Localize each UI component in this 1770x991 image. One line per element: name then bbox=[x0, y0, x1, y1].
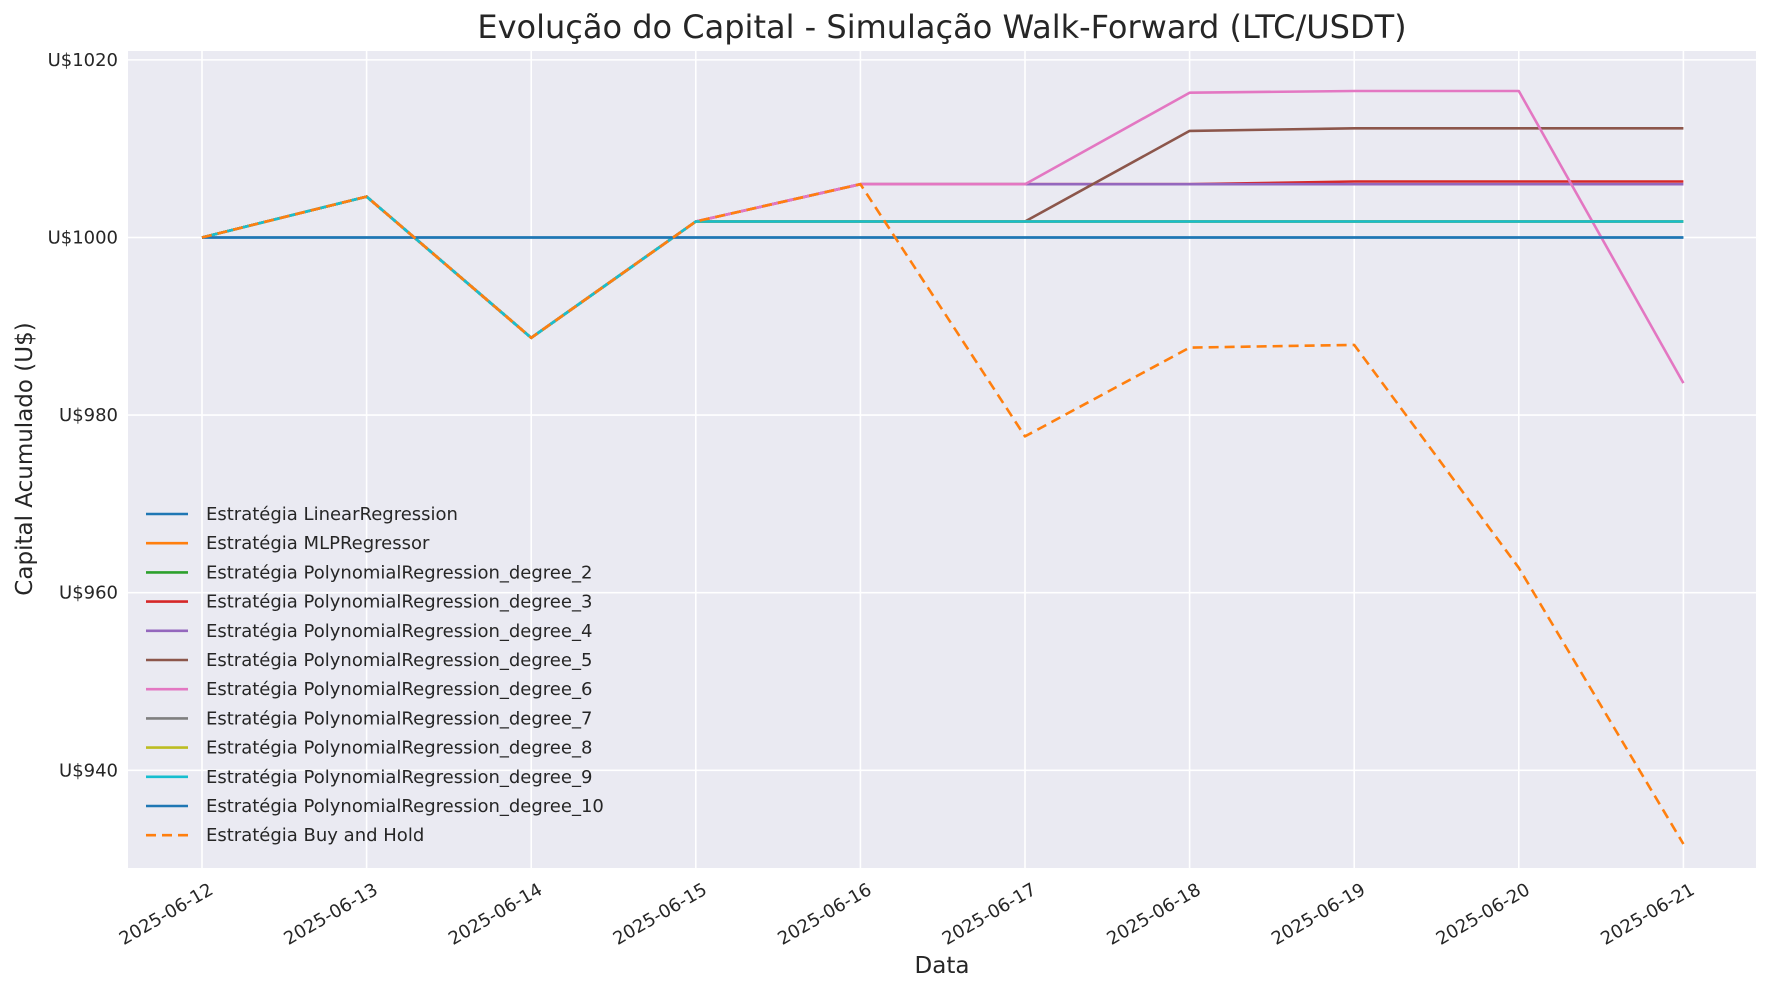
legend-label: Estratégia LinearRegression bbox=[206, 504, 458, 525]
x-tick-label: 2025-06-20 bbox=[1433, 879, 1534, 949]
x-tick-label: 2025-06-13 bbox=[280, 879, 381, 949]
legend-label: Estratégia PolynomialRegression_degree_5 bbox=[206, 650, 592, 671]
y-tick-label: U$1020 bbox=[48, 50, 118, 71]
x-axis-label: Data bbox=[915, 953, 970, 979]
legend-label: Estratégia PolynomialRegression_degree_1… bbox=[206, 796, 604, 817]
y-tick-label: U$980 bbox=[59, 405, 118, 426]
series-line-12 bbox=[201, 182, 1685, 845]
legend-label: Estratégia PolynomialRegression_degree_2 bbox=[206, 562, 592, 583]
x-tick-label: 2025-06-16 bbox=[774, 879, 875, 949]
plot-background bbox=[128, 51, 1756, 868]
legend-label: Estratégia PolynomialRegression_degree_4 bbox=[206, 621, 592, 642]
legend: Estratégia LinearRegression Estratégia ML… bbox=[146, 504, 604, 846]
series-layer bbox=[201, 89, 1685, 845]
x-tick-label: 2025-06-19 bbox=[1268, 879, 1369, 949]
x-tick-label: 2025-06-14 bbox=[445, 879, 546, 949]
y-axis: U$940 U$960 U$980 U$1000 U$1020 bbox=[48, 50, 118, 781]
x-tick-label: 2025-06-15 bbox=[610, 879, 711, 949]
legend-label: Estratégia PolynomialRegression_degree_9 bbox=[206, 767, 592, 788]
y-axis-label: Capital Acumulado (U$) bbox=[12, 322, 38, 595]
x-tick-label: 2025-06-18 bbox=[1103, 879, 1204, 949]
x-tick-label: 2025-06-17 bbox=[939, 879, 1040, 949]
x-tick-label: 2025-06-21 bbox=[1597, 879, 1698, 949]
y-tick-label: U$960 bbox=[59, 583, 118, 604]
legend-label: Estratégia Buy and Hold bbox=[206, 825, 424, 846]
y-tick-label: U$1000 bbox=[48, 227, 118, 248]
legend-label: Estratégia PolynomialRegression_degree_6 bbox=[206, 679, 592, 700]
legend-label: Estratégia PolynomialRegression_degree_3 bbox=[206, 592, 592, 613]
legend-label: Estratégia MLPRegressor bbox=[206, 533, 430, 554]
x-axis: 2025-06-12 2025-06-13 2025-06-14 2025-06-15… bbox=[116, 879, 1698, 949]
x-tick-label: 2025-06-12 bbox=[116, 879, 217, 949]
legend-label: Estratégia PolynomialRegression_degree_8 bbox=[206, 738, 592, 759]
y-tick-label: U$940 bbox=[59, 760, 118, 781]
legend-label: Estratégia PolynomialRegression_degree_7 bbox=[206, 708, 592, 729]
chart-title: Evolução do Capital - Simulação Walk-For… bbox=[477, 8, 1406, 46]
